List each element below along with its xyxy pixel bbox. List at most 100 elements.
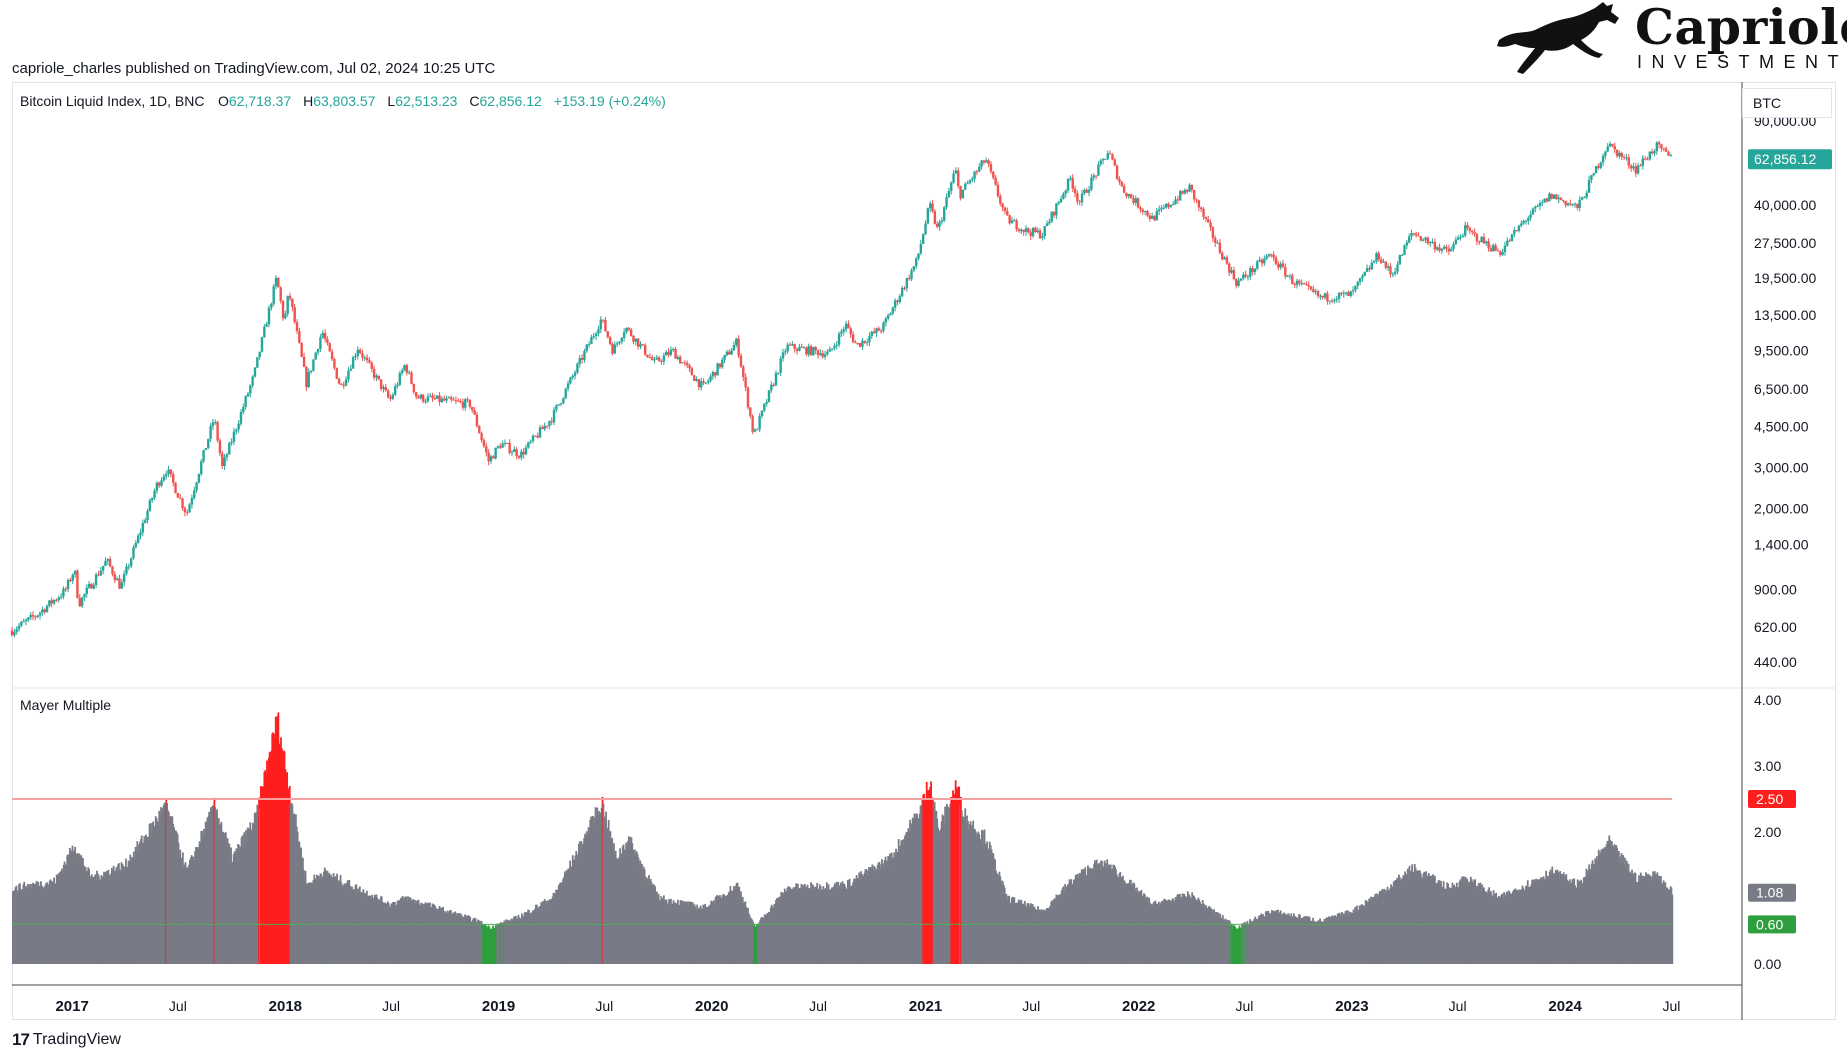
candle-body (1150, 215, 1154, 219)
candle-body (1492, 245, 1495, 252)
candle-body (608, 337, 612, 344)
candle-body (22, 621, 25, 623)
candle-body (1167, 203, 1170, 207)
candle-body (1216, 242, 1219, 244)
candle-body (496, 446, 500, 448)
candle-body (386, 390, 390, 398)
candle-body (1120, 181, 1123, 186)
candle-body (186, 512, 189, 514)
candle-body (905, 278, 909, 289)
candle-body (632, 335, 635, 342)
candle-body (143, 520, 147, 523)
candle-body (1443, 246, 1446, 249)
candle-body (59, 596, 63, 598)
candle-body (728, 351, 731, 355)
candle-body (559, 403, 563, 405)
candle-body (940, 220, 944, 223)
candle-body (1143, 210, 1147, 212)
candle-body (585, 344, 588, 351)
candle-body (174, 482, 177, 494)
candle-body (1267, 254, 1271, 257)
candle-body (784, 351, 787, 353)
price-tick-label: 13,500.00 (1754, 307, 1816, 323)
candle-body (265, 324, 268, 327)
candle-body (1101, 159, 1105, 161)
candle-body (1543, 198, 1546, 203)
candle-body (1482, 236, 1486, 244)
candle-body (1485, 241, 1488, 244)
candle-body (482, 440, 486, 447)
candle-body (809, 346, 813, 356)
candle-body (1085, 189, 1088, 193)
time-tick-year: 2023 (1335, 998, 1368, 1015)
candle-body (293, 307, 296, 323)
candle-body (830, 348, 834, 350)
candle-body (732, 344, 736, 351)
candle-body (1097, 164, 1100, 176)
candle-body (1034, 227, 1037, 233)
candle-body (1171, 204, 1175, 206)
candle-body (1379, 259, 1383, 263)
candle-body (912, 266, 916, 271)
candle-body (1115, 165, 1119, 180)
candle-body (1141, 209, 1145, 212)
candle-body (753, 429, 757, 432)
candle-body (821, 353, 824, 358)
candle-body (1031, 227, 1035, 236)
candle-body (153, 490, 156, 499)
candle-body (1078, 201, 1081, 203)
candle-body (879, 330, 883, 332)
time-tick-month: Jul (1235, 998, 1253, 1014)
candle-body (148, 500, 152, 511)
candle-body (400, 370, 404, 374)
candle-body (223, 457, 226, 466)
candle-body (884, 318, 888, 323)
candle-body (798, 346, 801, 351)
candle-body (1323, 293, 1327, 298)
candle-body (1209, 222, 1212, 228)
candle-body (1291, 275, 1294, 285)
candle-body (1230, 270, 1233, 273)
candle-body (807, 346, 810, 355)
candle-body (1421, 239, 1425, 241)
candle-body (1431, 241, 1434, 243)
candle-body (1041, 236, 1044, 239)
candle-body (1274, 257, 1278, 265)
candle-body (1197, 200, 1201, 208)
candle-body (1237, 280, 1240, 286)
candle-body (746, 387, 750, 408)
candle-body (982, 160, 986, 163)
candle-body (316, 348, 320, 353)
candle-body (337, 378, 341, 384)
candle-body (1618, 152, 1621, 157)
candle-body (1454, 239, 1458, 244)
candle-body (1062, 193, 1065, 199)
candle-body (669, 349, 673, 355)
candle-body (1513, 230, 1516, 235)
candle-body (1337, 292, 1341, 299)
candle-body (363, 357, 366, 359)
candle-body (204, 448, 208, 451)
candle-body (125, 566, 128, 574)
candle-body (1284, 266, 1287, 277)
candle-body (1195, 199, 1198, 201)
candle-body (522, 451, 525, 455)
candle-body (730, 350, 733, 355)
candle-body (924, 223, 927, 235)
candle-body (300, 342, 303, 357)
candle-body (281, 301, 285, 319)
candle-body (207, 438, 210, 449)
close-label: C (469, 93, 479, 109)
candle-body (952, 173, 955, 183)
symbol-badge[interactable]: BTC (1742, 88, 1832, 118)
candle-body (155, 482, 159, 491)
close-value: 62,856.12 (480, 93, 542, 109)
time-tick-year: 2017 (55, 998, 88, 1015)
candle-body (613, 344, 616, 354)
candle-body (1501, 252, 1504, 255)
candle-body (1639, 165, 1642, 167)
candle-body (1335, 298, 1338, 301)
candle-body (833, 345, 836, 349)
candle-body (606, 331, 609, 338)
candle-body (450, 397, 453, 400)
